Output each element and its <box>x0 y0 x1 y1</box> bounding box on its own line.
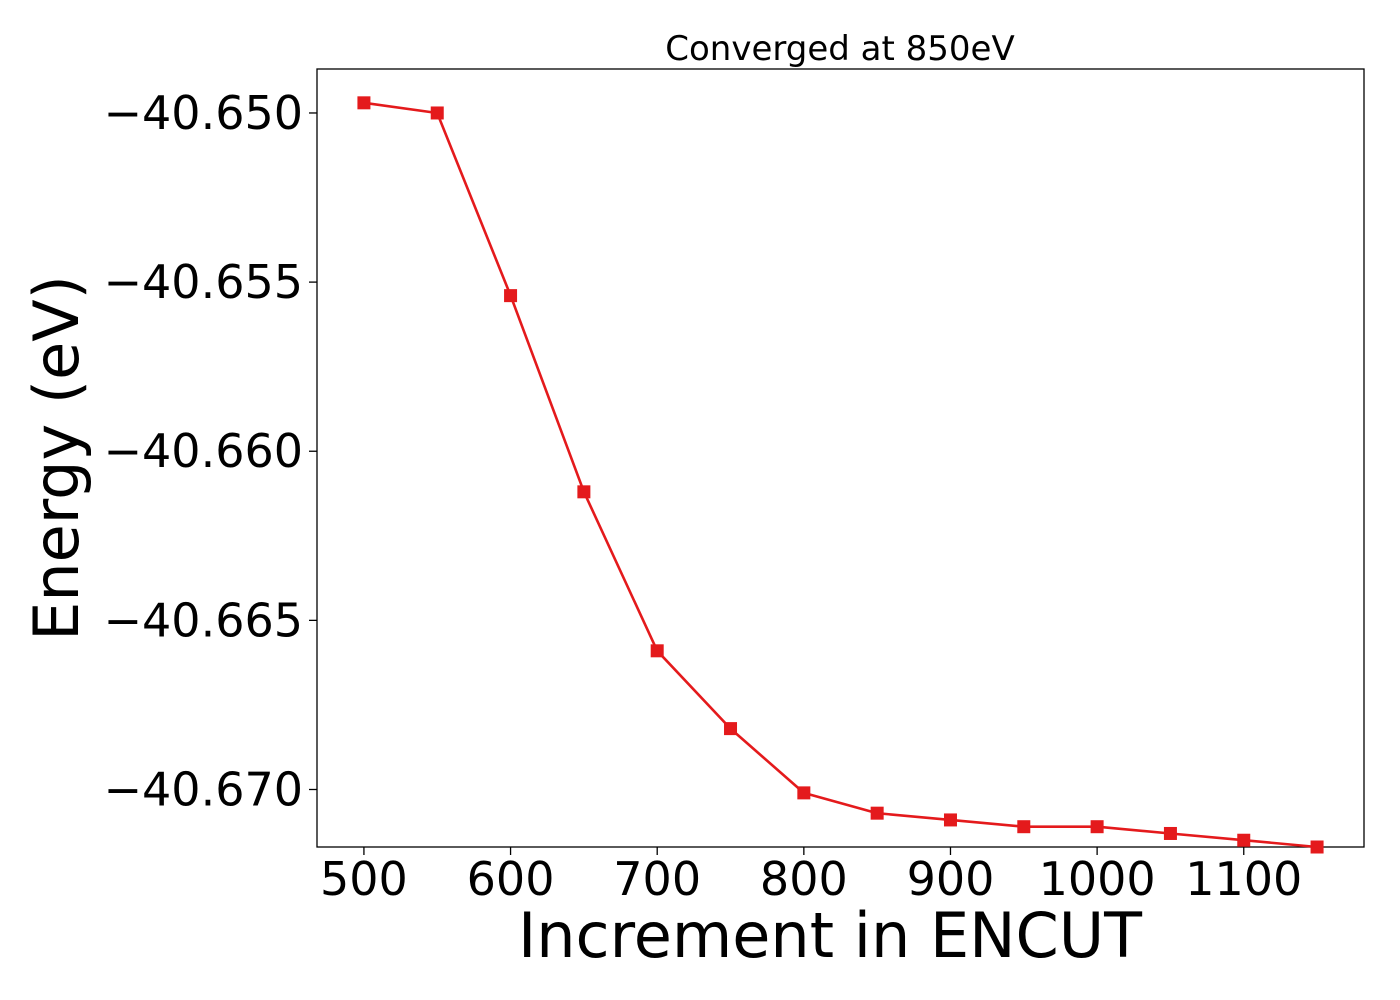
series-line <box>363 101 1318 849</box>
x-tick-label: 800 <box>760 852 848 906</box>
series-layer <box>357 96 1324 854</box>
plot-frame <box>316 68 1365 848</box>
data-point-marker <box>430 106 444 120</box>
data-point-marker <box>943 813 957 827</box>
data-point-marker <box>650 644 664 658</box>
y-tick-label: −40.655 <box>104 255 304 309</box>
y-tick-label: −40.665 <box>104 593 304 647</box>
data-point-marker <box>1310 840 1324 854</box>
y-axis: −40.650 −40.655 −40.660 −40.665 −40.670 <box>104 86 317 816</box>
x-axis-title: Increment in ENCUT <box>518 899 1143 972</box>
data-point-marker <box>504 289 518 303</box>
y-tick-label: −40.650 <box>104 86 304 140</box>
data-point-marker <box>1163 826 1177 840</box>
data-point-marker <box>870 806 884 820</box>
chart-title: Converged at 850eV <box>665 29 1014 69</box>
x-tick-label: 1100 <box>1185 852 1302 906</box>
x-tick-label: 1000 <box>1039 852 1156 906</box>
plot-area <box>316 68 1365 848</box>
data-point-marker <box>1090 820 1104 834</box>
data-point-marker <box>577 485 591 499</box>
y-tick-label: −40.670 <box>104 762 304 816</box>
data-point-marker <box>724 722 738 736</box>
x-tick-label: 600 <box>467 852 555 906</box>
data-point-marker <box>1237 833 1251 847</box>
x-tick-label: 500 <box>320 852 408 906</box>
data-point-marker <box>357 96 371 110</box>
y-tick-label: −40.660 <box>104 424 304 478</box>
data-point-marker <box>1017 820 1031 834</box>
data-point-marker <box>797 786 811 800</box>
x-tick-label: 900 <box>907 852 995 906</box>
x-tick-label: 700 <box>613 852 701 906</box>
x-axis: 500 600 700 800 900 1000 1100 <box>320 847 1302 906</box>
y-axis-title: Energy (eV) <box>20 275 93 641</box>
